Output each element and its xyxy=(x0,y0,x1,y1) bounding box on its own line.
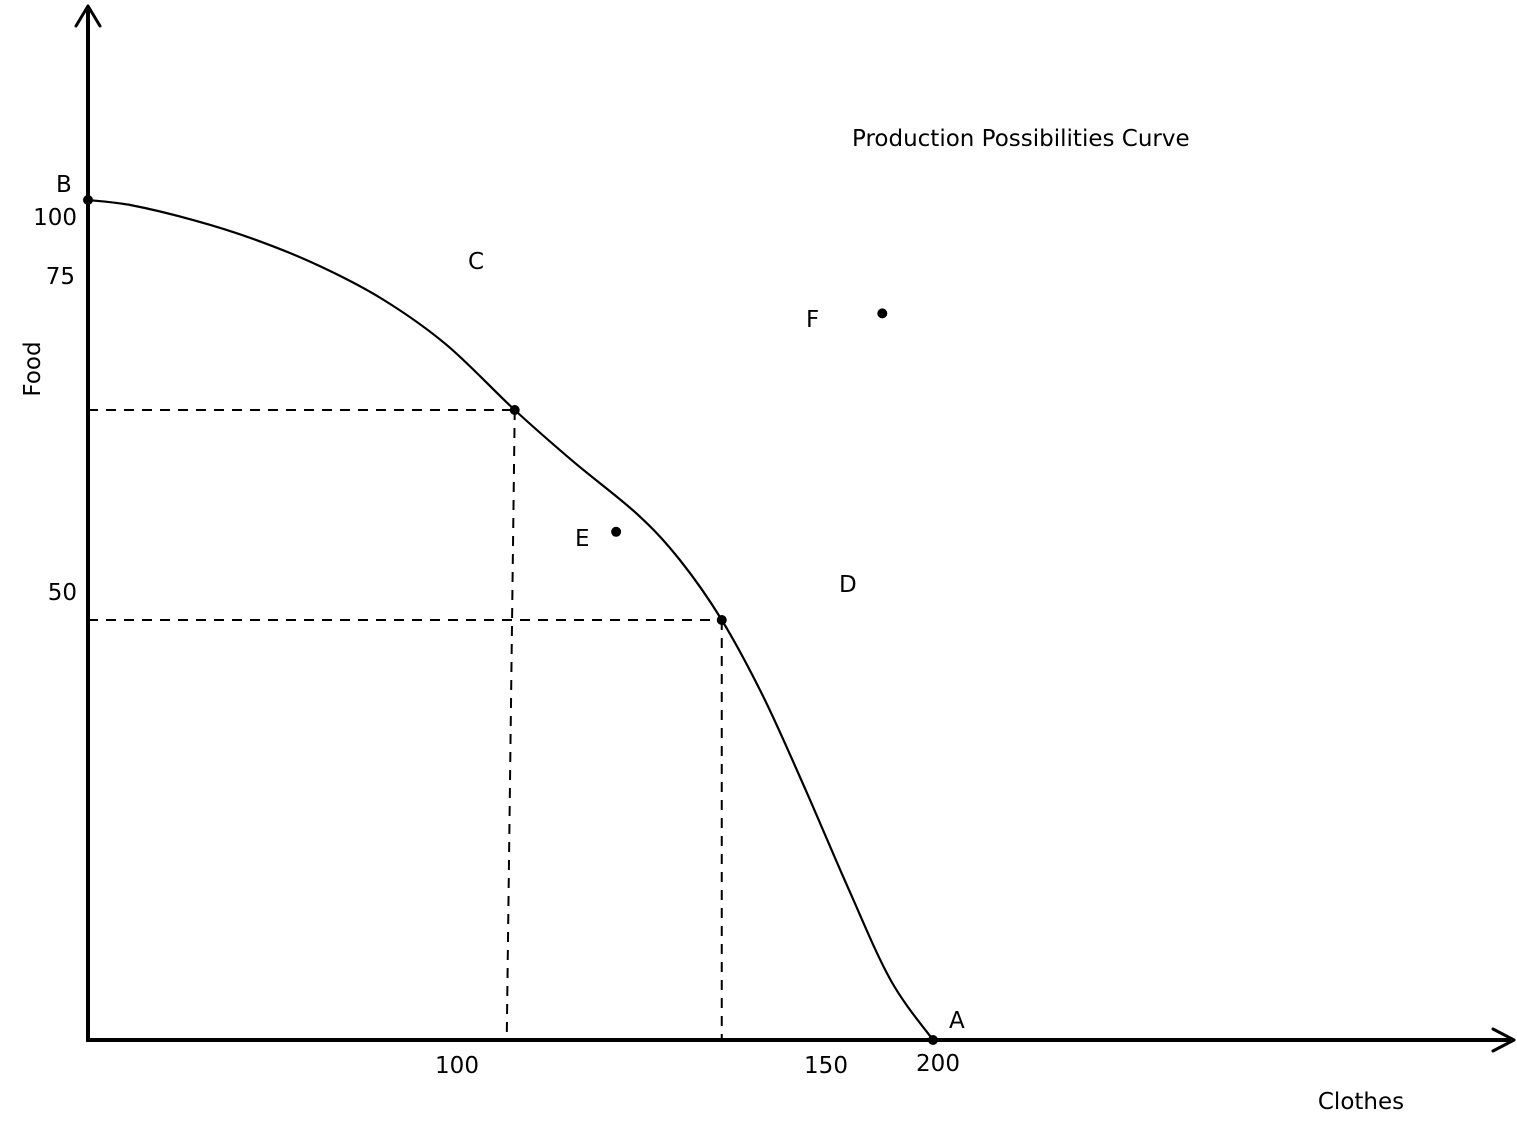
y-tick-label-100: 100 xyxy=(33,205,77,231)
y-tick-labels: 100 75 50 xyxy=(33,205,77,606)
point-d-label: D xyxy=(839,572,857,598)
chart-title: Production Possibilities Curve xyxy=(852,126,1190,152)
point-labels: B C D A E F xyxy=(56,172,965,1034)
y-tick-label-50: 50 xyxy=(48,580,77,606)
guide-lines xyxy=(88,409,723,1041)
x-tick-label-150: 150 xyxy=(804,1053,848,1079)
point-e-marker xyxy=(611,526,622,537)
point-b-label: B xyxy=(56,172,72,198)
guide-line-c-vertical xyxy=(505,409,516,1041)
x-tick-label-100: 100 xyxy=(435,1053,479,1079)
point-e-label: E xyxy=(575,526,590,552)
x-axis-title: Clothes xyxy=(1318,1089,1404,1115)
point-f-label: F xyxy=(806,307,819,333)
point-f-marker xyxy=(877,308,888,319)
ppf-curve-line xyxy=(87,198,934,1041)
point-c-marker xyxy=(509,405,520,415)
point-d-marker xyxy=(716,615,727,625)
point-b-marker xyxy=(83,195,93,205)
x-tick-label-200: 200 xyxy=(916,1051,960,1077)
y-axis-arrow-icon xyxy=(74,4,102,28)
point-a-label: A xyxy=(949,1008,965,1034)
point-c-label: C xyxy=(468,249,484,275)
point-a-marker xyxy=(928,1035,938,1045)
x-tick-labels: 100 150 200 xyxy=(435,1051,960,1079)
axes xyxy=(74,4,1516,1053)
point-markers xyxy=(83,195,938,1045)
y-tick-label-75: 75 xyxy=(46,264,75,290)
y-axis-title: Food xyxy=(20,341,46,396)
x-axis-arrow-icon xyxy=(1491,1027,1516,1053)
